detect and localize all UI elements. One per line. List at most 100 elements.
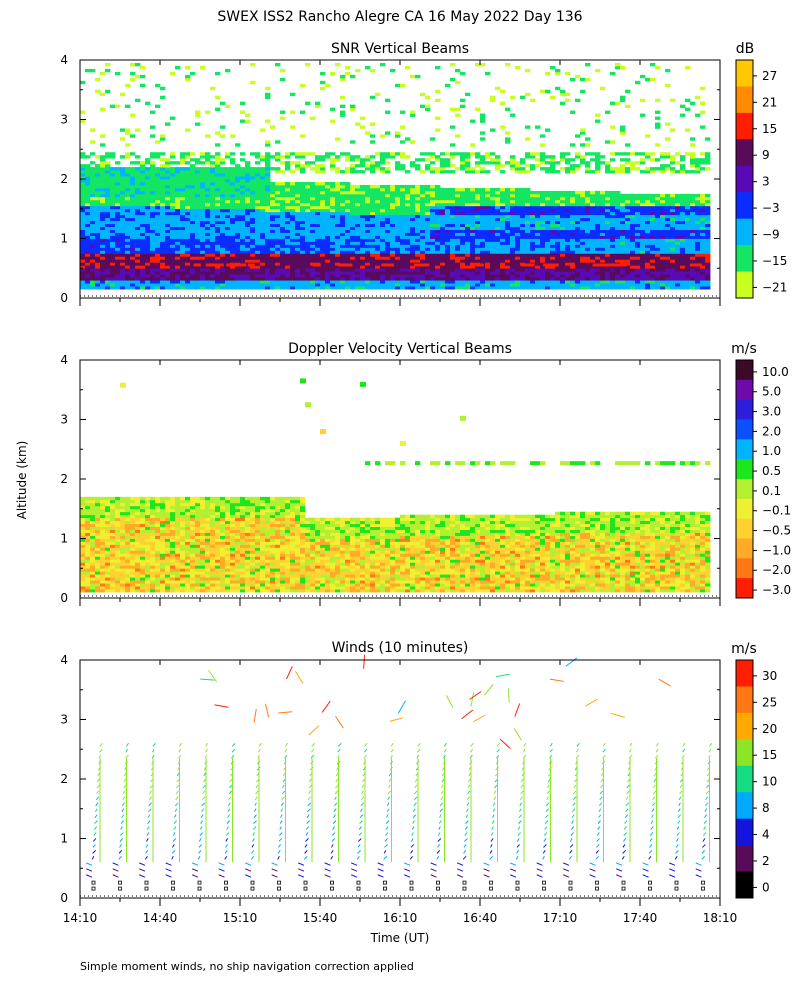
snr-cell: [460, 274, 466, 278]
snr-cell: [240, 253, 246, 257]
snr-cell: [195, 179, 201, 183]
snr-cell: [335, 247, 341, 251]
snr-cell: [595, 235, 601, 239]
snr-cell: [440, 283, 446, 287]
snr-cell: [245, 199, 251, 204]
snr-cell: [185, 196, 191, 201]
snr-cell: [270, 190, 276, 195]
snr-cell: [590, 208, 596, 213]
snr-cell: [385, 259, 391, 263]
snr-cell: [240, 196, 246, 201]
snr-cell: [645, 286, 651, 290]
snr-cell: [375, 259, 381, 263]
snr-cell: [535, 125, 541, 129]
snr-cell: [395, 161, 401, 165]
snr-cell: [365, 238, 371, 242]
snr-cell: [410, 247, 416, 251]
snr-cell: [525, 283, 531, 287]
snr-cell: [530, 211, 536, 216]
snr-cell: [460, 217, 466, 222]
snr-cell: [360, 116, 366, 120]
snr-cell: [220, 205, 226, 210]
snr-cell: [480, 226, 486, 230]
snr-cell: [425, 187, 431, 192]
snr-cell: [635, 223, 641, 227]
snr-cell: [215, 247, 221, 251]
snr-cell: [385, 232, 391, 236]
snr-cell: [395, 280, 401, 284]
snr-cell: [495, 280, 501, 284]
snr-cell: [135, 187, 141, 192]
snr-cell: [560, 274, 566, 278]
snr-cell: [190, 190, 196, 195]
snr-cell: [260, 158, 266, 162]
snr-cell: [340, 211, 346, 216]
snr-cell: [200, 155, 206, 159]
snr-cell: [465, 247, 471, 251]
snr-cell: [345, 214, 351, 219]
snr-cell: [425, 271, 431, 275]
snr-cell: [430, 226, 436, 230]
snr-cell: [95, 277, 101, 281]
snr-cell: [340, 286, 346, 290]
snr-cell: [455, 205, 461, 210]
snr-cell: [295, 244, 301, 248]
snr-cell: [80, 173, 86, 177]
snr-cell: [190, 253, 196, 257]
snr-cell: [410, 211, 416, 216]
snr-cell: [395, 164, 401, 168]
snr-cell: [235, 193, 241, 198]
snr-cell: [100, 199, 106, 204]
snr-cell: [140, 250, 146, 254]
snr-cell: [535, 205, 541, 210]
snr-cell: [560, 220, 566, 225]
snr-cell: [125, 167, 131, 171]
snr-cell: [450, 241, 456, 245]
snr-cell: [340, 202, 346, 207]
snr-cell: [600, 161, 606, 165]
snr-cell: [110, 271, 116, 275]
snr-cell: [165, 214, 171, 219]
snr-cell: [595, 277, 601, 281]
snr-cell: [85, 250, 91, 254]
snr-cell: [145, 277, 151, 281]
snr-cell: [85, 238, 91, 242]
snr-cell: [355, 220, 361, 225]
snr-cell: [340, 74, 346, 79]
snr-cell: [640, 244, 646, 248]
snr-cell: [555, 274, 561, 278]
snr-cell: [490, 259, 496, 263]
snr-cell: [530, 226, 536, 230]
snr-cell: [95, 271, 101, 275]
snr-cell: [615, 247, 621, 251]
snr-cell: [395, 253, 401, 257]
snr-cell: [345, 220, 351, 225]
snr-cell: [330, 262, 336, 266]
snr-cell: [100, 143, 106, 147]
snr-cell: [585, 223, 591, 227]
snr-cell: [90, 176, 96, 180]
snr-cell: [545, 232, 551, 236]
snr-cell: [105, 152, 111, 156]
snr-cell: [500, 277, 506, 281]
snr-cell: [90, 250, 96, 254]
snr-cell: [245, 184, 251, 189]
snr-cell: [400, 193, 406, 198]
snr-cell: [455, 256, 461, 260]
snr-cell: [445, 187, 451, 192]
snr-cell: [390, 199, 396, 204]
snr-cell: [335, 232, 341, 236]
snr-cell: [205, 256, 211, 260]
snr-cell: [550, 164, 556, 168]
snr-cell: [440, 152, 446, 156]
snr-cell: [425, 167, 431, 171]
snr-cell: [160, 211, 166, 216]
snr-cell: [250, 167, 256, 171]
snr-cell: [340, 77, 346, 82]
snr-cell: [540, 202, 546, 207]
snr-cell: [110, 167, 116, 171]
snr-cell: [245, 232, 251, 236]
snr-cell: [640, 205, 646, 210]
snr-cell: [435, 89, 441, 94]
snr-cell: [325, 202, 331, 207]
